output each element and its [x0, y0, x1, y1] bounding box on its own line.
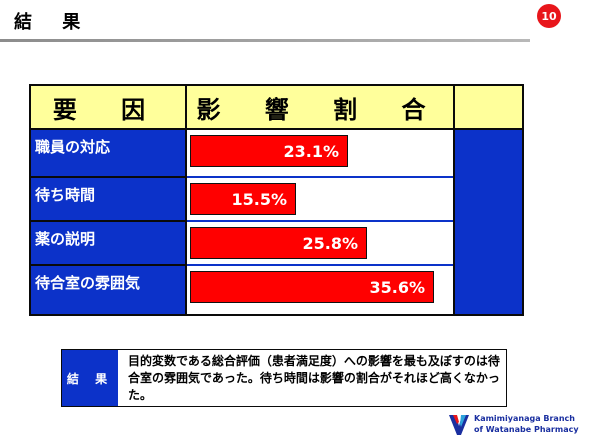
- column-divider: [453, 86, 455, 314]
- conclusion-label: 結 果: [62, 350, 118, 406]
- header-impact-ratio: 影 響 割 合: [196, 95, 444, 124]
- impact-value: 25.8%: [302, 233, 358, 253]
- factor-label: 薬の説明: [35, 230, 96, 248]
- impact-bar: 25.8%: [190, 227, 367, 259]
- impact-value: 35.6%: [369, 277, 425, 297]
- brand-logo: Kamimiyanaga Branch of Watanabe Pharmacy: [448, 410, 600, 440]
- brand-name: Kamimiyanaga Branch of Watanabe Pharmacy: [474, 413, 579, 435]
- table-row: 職員の対応 23.1%: [31, 130, 522, 176]
- impact-table: 要 因 影 響 割 合 職員の対応 23.1% 待ち時間 15.5% 薬の説明 …: [29, 84, 524, 316]
- brand-line-2: of Watanabe Pharmacy: [474, 425, 579, 434]
- conclusion-text: 目的変数である総合評価（患者満足度）への影響を最も及ぼすのは待合室の雰囲気であっ…: [128, 354, 500, 402]
- impact-cell: 23.1%: [187, 130, 453, 176]
- table-row: 待ち時間 15.5%: [31, 178, 522, 220]
- row-separator: [31, 220, 185, 222]
- impact-cell: 15.5%: [187, 178, 453, 220]
- row-separator: [31, 264, 185, 266]
- header-factor: 要 因: [52, 95, 164, 124]
- pharmacy-logo-icon: [449, 415, 469, 435]
- impact-bar: 35.6%: [190, 271, 434, 303]
- brand-line-1: Kamimiyanaga Branch: [474, 414, 575, 423]
- impact-bar: 23.1%: [190, 135, 348, 167]
- table-row: 待合室の雰囲気 35.6%: [31, 266, 522, 314]
- factor-label: 待合室の雰囲気: [35, 274, 141, 292]
- slide-title: 結 果: [14, 12, 93, 33]
- impact-cell: 25.8%: [187, 222, 453, 264]
- impact-value: 15.5%: [231, 189, 287, 209]
- table-row: 薬の説明 25.8%: [31, 222, 522, 264]
- conclusion-box: 結 果 目的変数である総合評価（患者満足度）への影響を最も及ぼすのは待合室の雰囲…: [61, 349, 507, 407]
- page-number-badge: 10: [537, 4, 561, 28]
- impact-bar: 15.5%: [190, 183, 296, 215]
- impact-value: 23.1%: [283, 141, 339, 161]
- title-divider: [0, 39, 530, 42]
- column-divider: [185, 86, 187, 314]
- impact-cell: 35.6%: [187, 266, 453, 314]
- row-separator: [31, 176, 185, 178]
- table-header-row: 要 因 影 響 割 合: [31, 86, 522, 130]
- factor-label: 職員の対応: [35, 138, 111, 156]
- factor-label: 待ち時間: [35, 186, 96, 204]
